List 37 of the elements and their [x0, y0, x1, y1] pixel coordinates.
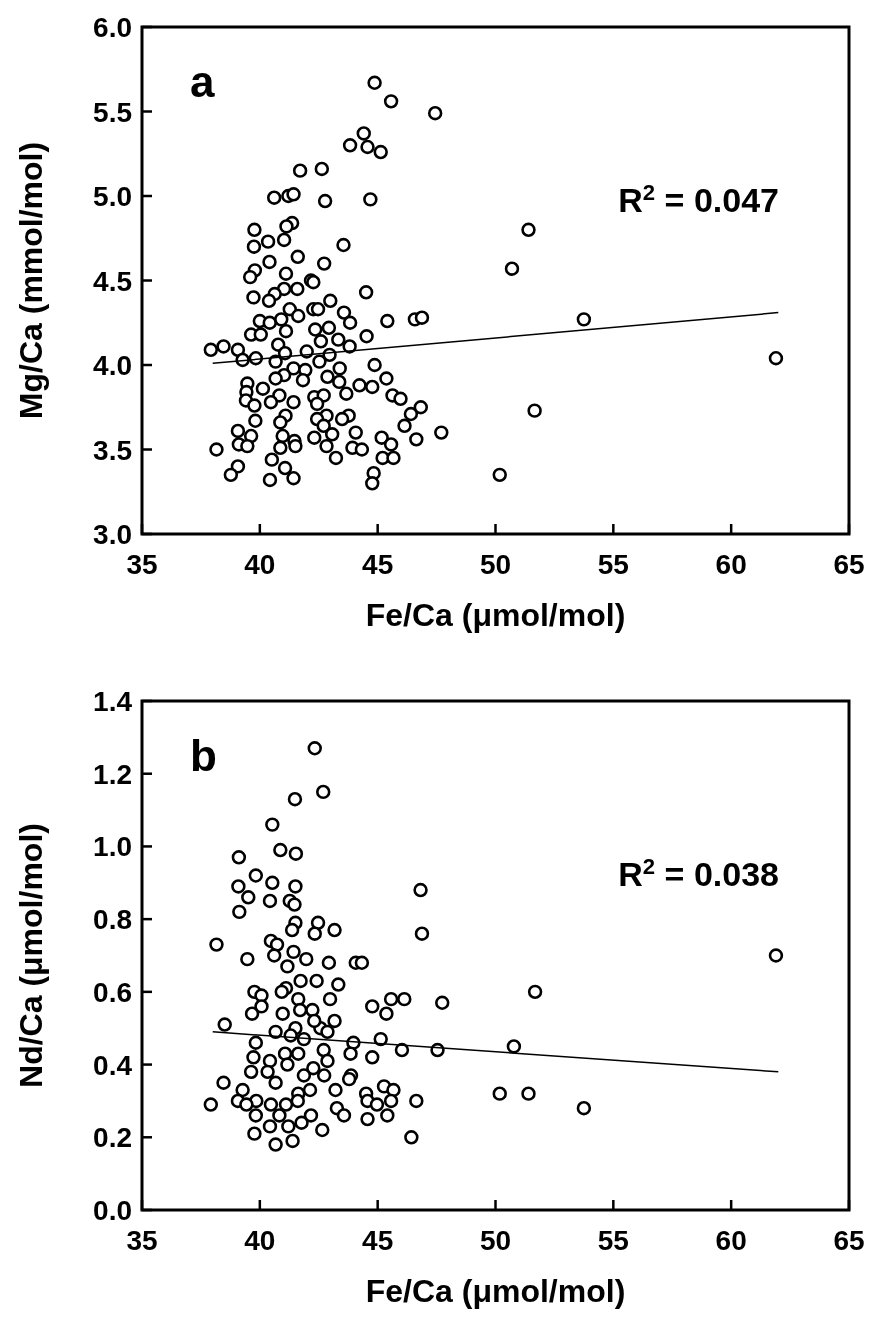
x-axis-title: Fe/Ca (μmol/mol)	[365, 1273, 626, 1309]
y-tick-label: 0.2	[93, 1122, 132, 1154]
y-tick-label: 0.8	[93, 904, 132, 936]
x-tick-label: 50	[479, 549, 512, 580]
x-tick-label: 60	[715, 549, 747, 580]
x-tick-label: 65	[833, 1225, 865, 1256]
x-tick-label: 55	[597, 549, 629, 580]
y-tick-label: 4.0	[93, 350, 132, 381]
annotation: b	[190, 731, 217, 780]
x-axis-title: Fe/Ca (μmol/mol)	[365, 597, 626, 633]
y-tick-label: 5.0	[93, 181, 132, 212]
x-tick-label: 50	[479, 1225, 512, 1256]
x-tick-label: 60	[715, 1225, 747, 1256]
x-tick-label: 40	[244, 549, 276, 580]
x-tick-label: 35	[126, 1225, 158, 1256]
x-tick-label: 55	[597, 1225, 629, 1256]
x-tick-label: 45	[362, 1225, 394, 1256]
x-tick-label: 65	[833, 549, 865, 580]
y-tick-label: 0.4	[93, 1049, 133, 1081]
y-tick-label: 6.0	[93, 12, 132, 43]
annotation: R$^{2}$ = 0.038	[618, 853, 779, 893]
y-tick-label: 4.5	[93, 265, 132, 297]
y-tick-label: 0.6	[93, 976, 132, 1008]
annotation: a	[190, 57, 215, 106]
y-tick-label: 1.2	[93, 758, 132, 790]
y-axis-title: Mg/Ca (mmol/mol)	[13, 141, 49, 420]
y-tick-label: 3.0	[93, 519, 132, 550]
y-tick-label: 3.5	[93, 434, 132, 466]
y-tick-label: 5.5	[93, 96, 132, 128]
y-tick-label: 0.0	[93, 1195, 132, 1226]
y-tick-label: 1.4	[93, 686, 133, 717]
y-axis-title: Nd/Ca (μmol/mol)	[13, 823, 49, 1088]
x-tick-label: 35	[126, 549, 158, 580]
x-tick-label: 45	[362, 549, 394, 580]
annotation: R$^{2}$ = 0.047	[618, 179, 779, 219]
y-tick-label: 1.0	[93, 831, 132, 863]
x-tick-label: 40	[244, 1225, 276, 1256]
